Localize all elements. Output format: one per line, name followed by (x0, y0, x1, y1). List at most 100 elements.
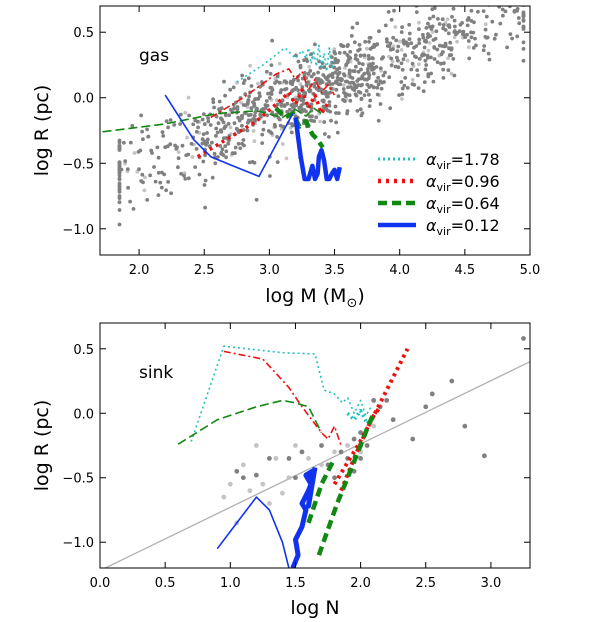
gas-dark-point (179, 171, 184, 176)
gas-dark-point (307, 88, 311, 93)
gas-dark-point (467, 56, 472, 61)
gas-dark-point (139, 179, 144, 183)
gas-dark-point (294, 85, 298, 90)
gas-dark-point (501, 13, 505, 18)
gas-dark-point (197, 172, 202, 177)
gas-dark-point (258, 84, 262, 89)
gas-dark-point (230, 151, 235, 156)
gas-y-tick-label: 0.5 (73, 26, 94, 41)
sink-light-point (253, 443, 259, 448)
gas-dark-point (140, 129, 145, 134)
gas-dark-point (131, 207, 136, 211)
gas-dark-point (446, 31, 451, 36)
gas-dark-point (385, 39, 389, 44)
gas-dark-point (320, 88, 325, 92)
sink-annotation: sink (139, 363, 173, 383)
gas-dark-point (471, 46, 476, 50)
gas-dark-point (428, 34, 432, 38)
gas-dark-point (334, 120, 338, 125)
gas-dark-point (378, 66, 383, 71)
gas-dark-point (404, 40, 409, 45)
gas-light-point (449, 71, 454, 76)
gas-dark-point (158, 180, 163, 185)
sink-ticks: 0.0 0.5 1.0 1.5 2.0 2.5 3.0 0.5 0.0 −0.5 −1.0 (62, 323, 530, 591)
gas-dark-point (270, 110, 275, 115)
sink-dark-point (423, 404, 429, 410)
gas-dark-point (464, 1, 468, 5)
gas-light-point (405, 58, 410, 63)
gas-dark-point (241, 138, 246, 142)
gas-dark-point (432, 6, 437, 10)
gas-dark-point (378, 102, 383, 106)
sink-dark-point (410, 436, 416, 442)
sink-dark-point (351, 436, 357, 442)
gas-dark-point (241, 103, 246, 107)
gas-dark-point (473, 36, 477, 41)
gas-dark-point (314, 79, 319, 84)
sink-dark-point (299, 449, 305, 455)
gas-dark-point (441, 23, 446, 27)
gas-dark-point (346, 85, 350, 90)
gas-dark-point (253, 110, 258, 115)
gas-dark-point (349, 34, 354, 38)
gas-dark-point (427, 0, 431, 2)
gas-dark-point (232, 106, 236, 111)
gas-dark-point (277, 117, 282, 122)
gas-dark-point (265, 69, 269, 74)
gas-dark-point (494, 32, 498, 37)
sink-series-line-7 (306, 457, 337, 524)
gas-dark-point (117, 196, 122, 201)
gas-dark-point (282, 104, 287, 108)
gas-dark-point (337, 66, 342, 71)
gas-dark-point (122, 140, 126, 145)
sink-dark-point (462, 423, 468, 429)
gas-dark-point (125, 167, 130, 172)
gas-dark-point (358, 54, 363, 58)
gas-dark-point (407, 22, 412, 27)
gas-dark-point (367, 104, 372, 108)
gas-dark-point (483, 27, 488, 32)
gas-dark-point (267, 95, 272, 100)
gas-dark-point (260, 141, 265, 146)
gas-dark-point (227, 113, 232, 118)
gas-dark-point (137, 167, 141, 172)
gas-light-point (284, 156, 289, 161)
sink-x-tick-label: 3.0 (481, 576, 502, 591)
gas-dark-point (403, 53, 407, 57)
gas-dark-point (174, 147, 179, 151)
gas-dark-point (505, 45, 509, 50)
sink-y-tick-label: 0.0 (73, 407, 94, 422)
gas-dark-point (421, 89, 426, 94)
gas-dark-point (358, 107, 363, 112)
gas-light-point (183, 110, 188, 115)
gas-dark-point (290, 104, 295, 109)
gas-dark-point (407, 37, 412, 41)
gas-dark-point (323, 89, 328, 94)
gas-dark-point (338, 82, 343, 87)
gas-dark-point (435, 60, 440, 65)
gas-dark-point (453, 24, 457, 29)
gas-dark-point (417, 37, 422, 42)
gas-dark-point (415, 68, 420, 72)
gas-dark-point (232, 121, 237, 126)
sink-dark-point (358, 430, 364, 436)
gas-dark-point (313, 42, 317, 47)
gas-dark-point (168, 118, 173, 122)
gas-dark-point (291, 79, 295, 84)
gas-dark-point (255, 106, 259, 111)
sink-x-tick-label: 2.5 (415, 576, 436, 591)
gas-dark-point (434, 29, 439, 34)
gas-dark-point (309, 74, 314, 79)
gas-dark-point (221, 120, 226, 125)
gas-dark-point (400, 67, 405, 72)
gas-dark-point (334, 111, 338, 115)
gas-dark-point (403, 76, 408, 80)
sink-light-point (319, 462, 324, 468)
gas-dark-point (193, 165, 198, 170)
gas-dark-point (325, 94, 329, 99)
gas-dark-point (252, 103, 257, 108)
sink-dark-point (286, 455, 292, 461)
gas-dark-point (253, 97, 257, 102)
gas-light-point (430, 30, 435, 34)
gas-light-point (452, 35, 457, 40)
